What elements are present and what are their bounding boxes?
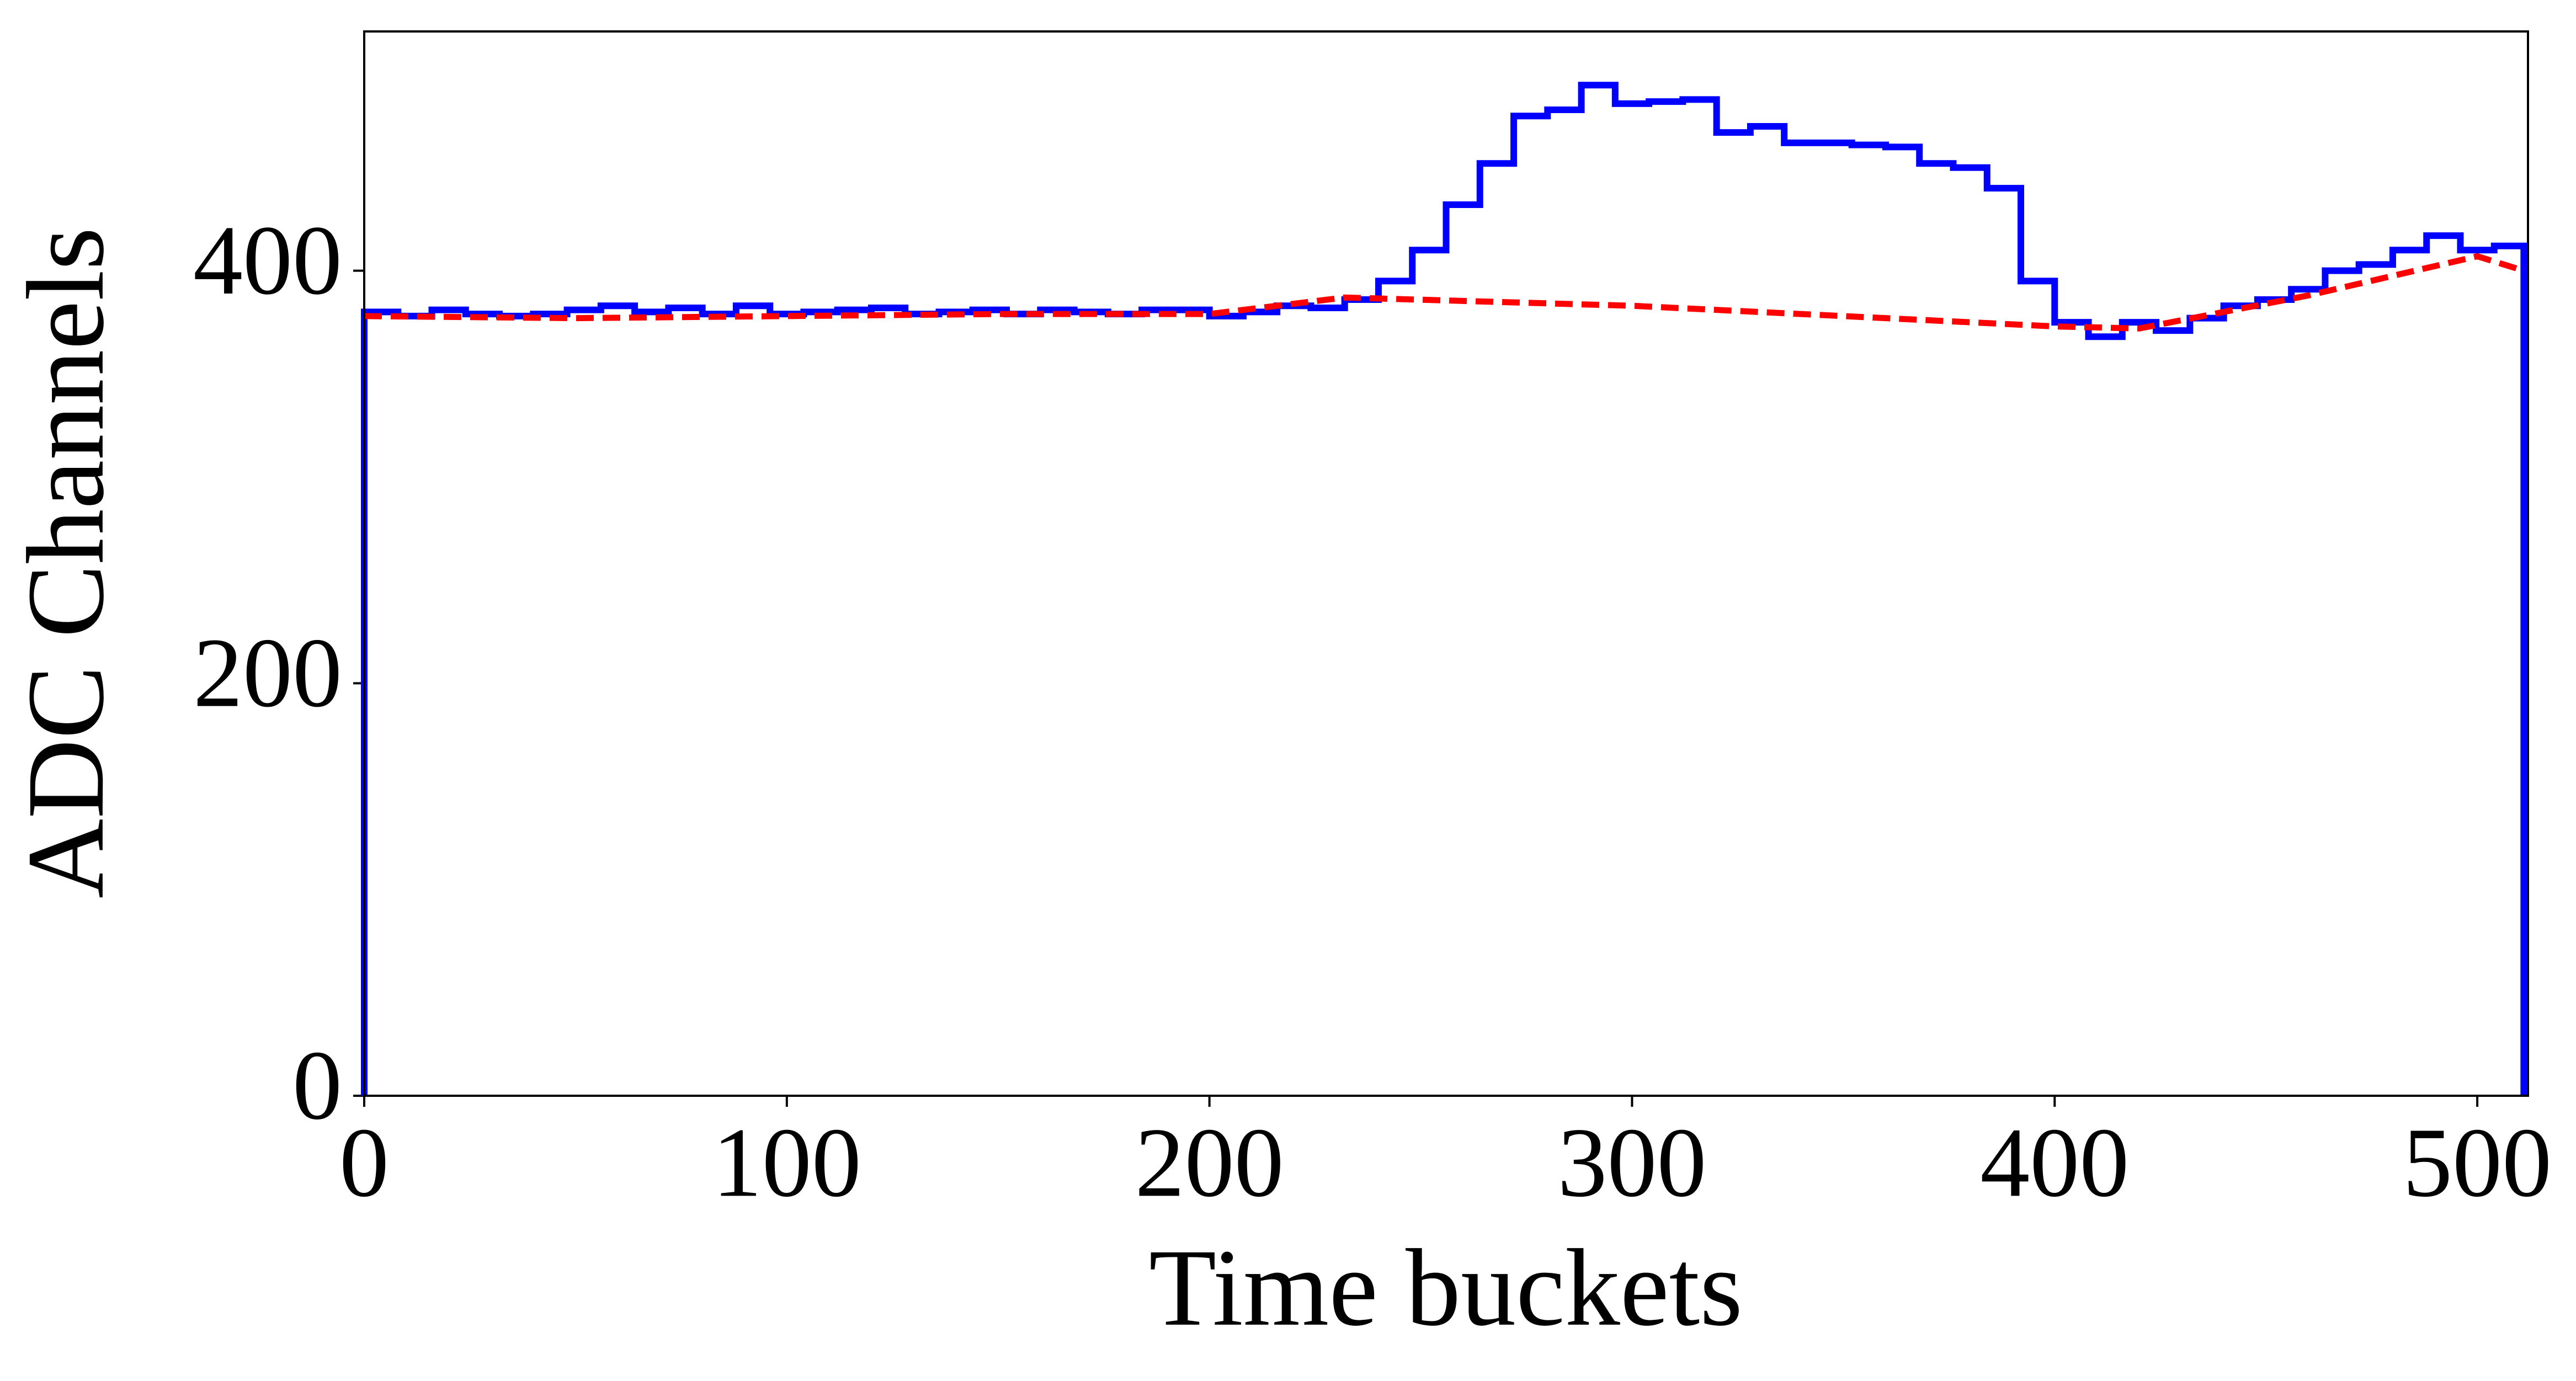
data-line <box>361 82 2527 1096</box>
x-tick-label: 100 <box>712 1107 861 1217</box>
plot-frame <box>363 30 2529 1097</box>
data-line <box>364 253 2525 332</box>
x-tick-label: 500 <box>2403 1107 2552 1217</box>
x-tick-label: 200 <box>1135 1107 1284 1217</box>
y-axis-label: ADC Channels <box>5 227 127 899</box>
x-tick-label: 0 <box>339 1107 389 1217</box>
x-tick-label: 400 <box>1980 1107 2129 1217</box>
x-axis-label: Time buckets <box>1149 1227 1743 1349</box>
y-tick-label: 0 <box>292 1030 342 1140</box>
x-tick-label: 300 <box>1557 1107 1706 1217</box>
y-tick-label: 400 <box>193 205 342 315</box>
y-tick-label: 200 <box>193 618 342 728</box>
